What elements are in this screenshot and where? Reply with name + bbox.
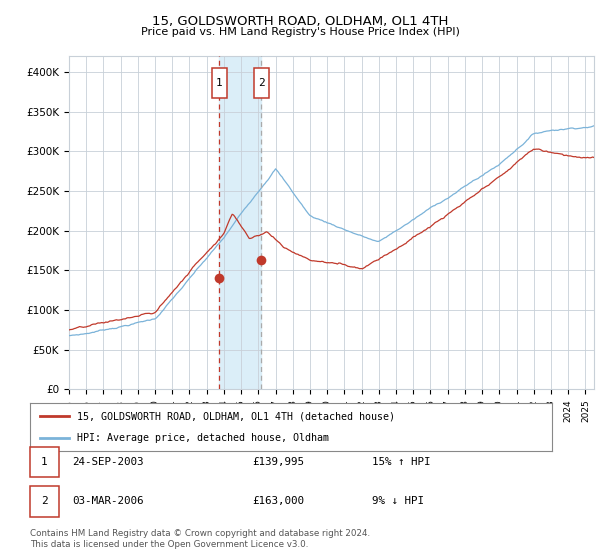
Text: 03-MAR-2006: 03-MAR-2006: [72, 496, 143, 506]
Text: HPI: Average price, detached house, Oldham: HPI: Average price, detached house, Oldh…: [77, 433, 329, 443]
Text: Price paid vs. HM Land Registry's House Price Index (HPI): Price paid vs. HM Land Registry's House …: [140, 27, 460, 37]
Text: 2: 2: [41, 496, 48, 506]
Text: £163,000: £163,000: [252, 496, 304, 506]
FancyBboxPatch shape: [212, 68, 227, 97]
Text: 1: 1: [41, 457, 48, 467]
Text: 9% ↓ HPI: 9% ↓ HPI: [372, 496, 424, 506]
Text: 24-SEP-2003: 24-SEP-2003: [72, 457, 143, 467]
Text: This data is licensed under the Open Government Licence v3.0.: This data is licensed under the Open Gov…: [30, 540, 308, 549]
Text: 15, GOLDSWORTH ROAD, OLDHAM, OL1 4TH (detached house): 15, GOLDSWORTH ROAD, OLDHAM, OL1 4TH (de…: [77, 411, 395, 421]
Text: Contains HM Land Registry data © Crown copyright and database right 2024.: Contains HM Land Registry data © Crown c…: [30, 529, 370, 538]
FancyBboxPatch shape: [254, 68, 269, 97]
Text: £139,995: £139,995: [252, 457, 304, 467]
Text: 15, GOLDSWORTH ROAD, OLDHAM, OL1 4TH: 15, GOLDSWORTH ROAD, OLDHAM, OL1 4TH: [152, 15, 448, 27]
Text: 2: 2: [258, 78, 265, 88]
Text: 15% ↑ HPI: 15% ↑ HPI: [372, 457, 431, 467]
Text: 1: 1: [216, 78, 223, 88]
Bar: [219, 56, 261, 389]
